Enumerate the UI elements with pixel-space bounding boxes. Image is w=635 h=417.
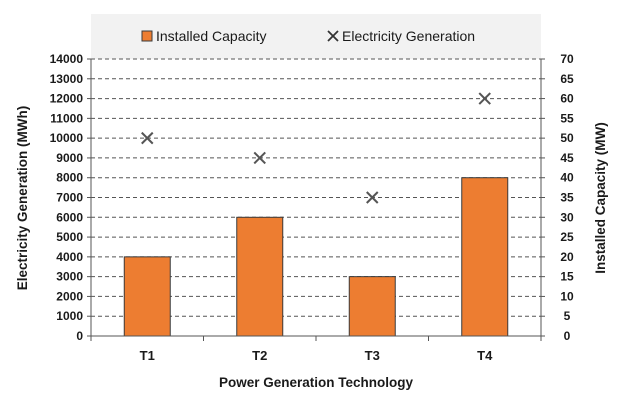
x-tick-label: T3 [365, 348, 380, 363]
point-t1-stroke [141, 131, 154, 145]
left-axis-title: Electricity Generation (MWh) [15, 106, 30, 291]
left-tick-label: 6000 [56, 210, 83, 224]
right-tick-label: 10 [560, 289, 574, 303]
right-axis-ticks: 0 5 10 15 20 25 30 35 40 45 50 55 60 65 70 [541, 52, 574, 343]
left-tick-label: 14000 [50, 52, 84, 66]
point-t3-stroke [366, 191, 379, 204]
point-t4-stroke [478, 92, 491, 105]
right-tick-label: 20 [560, 250, 574, 264]
right-tick-label: 45 [560, 151, 574, 165]
right-tick-label: 70 [560, 52, 574, 66]
left-tick-label: 0 [76, 329, 83, 343]
legend-label-electricity-generation: Electricity Generation [342, 28, 475, 44]
left-tick-label: 8000 [56, 171, 83, 185]
x-tick-label: T4 [477, 348, 493, 363]
left-tick-label: 12000 [50, 92, 84, 106]
right-tick-label: 15 [560, 270, 574, 284]
x-tick-label: T1 [140, 348, 155, 363]
x-tick-label: T2 [252, 348, 267, 363]
legend-x-glyph [327, 30, 339, 42]
bar-t3 [348, 276, 396, 337]
bar-t1 [123, 256, 171, 337]
legend-x-marker [327, 30, 339, 42]
right-tick-label: 30 [560, 210, 574, 224]
point-t2-stroke [253, 151, 266, 165]
point-t4 [478, 92, 491, 105]
right-tick-label: 65 [560, 72, 574, 86]
left-tick-label: 4000 [56, 250, 83, 264]
legend: Installed Capacity Electricity Generatio… [91, 14, 541, 59]
left-tick-label: 2000 [56, 289, 83, 303]
left-tick-label: 9000 [56, 151, 83, 165]
left-tick-label: 5000 [56, 230, 83, 244]
right-tick-label: 50 [560, 131, 574, 145]
right-axis-title: Installed Capacity (MW) [593, 122, 608, 274]
right-tick-label: 55 [560, 111, 574, 125]
left-tick-label: 3000 [56, 270, 83, 284]
legend-label-installed-capacity: Installed Capacity [156, 28, 267, 44]
point-t1 [141, 131, 154, 145]
right-tick-label: 0 [564, 329, 571, 343]
left-tick-label: 11000 [50, 111, 83, 125]
left-tick-label: 13000 [50, 72, 84, 86]
right-tick-label: 40 [560, 171, 574, 185]
left-tick-label: 10000 [50, 131, 84, 145]
left-tick-label: 1000 [56, 309, 83, 323]
category-labels: T1 T2 T3 T4 [140, 348, 493, 363]
left-axis-ticks: 0 1000 2000 3000 4000 5000 6000 7000 8000 9000 100… [50, 52, 91, 343]
legend-x-glyph-stroke [327, 30, 339, 42]
point-t2 [253, 151, 266, 165]
markers [141, 92, 491, 204]
right-tick-label: 25 [560, 230, 574, 244]
bar-t2 [236, 216, 284, 337]
left-tick-label: 7000 [56, 191, 83, 205]
right-tick-label: 60 [560, 92, 574, 106]
bar-t4 [461, 177, 509, 337]
legend-background [91, 14, 541, 59]
right-tick-label: 5 [564, 309, 571, 323]
x-axis-title: Power Generation Technology [219, 375, 414, 390]
legend-bar-swatch [141, 30, 153, 42]
right-tick-label: 35 [560, 191, 574, 205]
point-t3 [366, 191, 379, 204]
